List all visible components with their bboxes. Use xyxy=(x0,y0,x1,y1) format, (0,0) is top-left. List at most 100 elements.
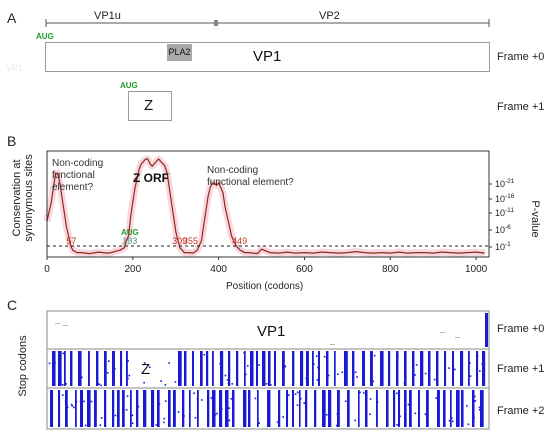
stop-codon-dot xyxy=(120,363,123,365)
stop-codon-dot xyxy=(313,363,315,365)
stop-codon-dot xyxy=(369,398,372,400)
stop-codon-dot xyxy=(210,397,213,399)
stop-codon-bar xyxy=(305,390,308,427)
frame1-stop-marks xyxy=(48,351,486,387)
stop-codon-bar xyxy=(468,351,470,386)
stop-codon-dot xyxy=(313,424,316,427)
stop-codon-bar xyxy=(75,390,77,427)
frame0-trace xyxy=(440,332,445,333)
stop-codon-dot xyxy=(90,400,93,403)
stop-codon-bar xyxy=(300,351,304,386)
stop-codon-dot xyxy=(71,405,74,407)
stop-codon-bar xyxy=(450,390,452,427)
stop-codon-dot xyxy=(84,424,87,427)
stop-codon-dot xyxy=(362,392,365,394)
pvalue-tick-label: 10-6 xyxy=(495,224,511,235)
stop-codon-dot xyxy=(269,384,272,386)
stop-codon-dot xyxy=(300,353,303,355)
stop-codon-bar xyxy=(404,351,407,386)
x-tick-label: 800 xyxy=(382,264,399,275)
stop-codon-bar xyxy=(189,390,191,427)
stop-codon-dot xyxy=(466,405,468,407)
stop-codon-dot xyxy=(131,422,134,425)
stop-codon-bar xyxy=(428,351,431,386)
stop-codon-dot xyxy=(214,413,217,416)
stop-codon-bar xyxy=(376,390,378,427)
x-tick-label: 1000 xyxy=(465,264,488,275)
stop-codon-dot xyxy=(424,372,427,375)
stop-codon-dot xyxy=(243,352,245,354)
stop-codon-bar xyxy=(444,351,447,386)
stop-codon-dot xyxy=(203,353,206,356)
stop-codon-dot xyxy=(478,406,481,409)
stop-codon-bar xyxy=(472,390,475,427)
x-tick-label: 400 xyxy=(210,264,227,275)
stop-codon-dot xyxy=(70,403,73,406)
stop-codon-bar xyxy=(207,390,210,427)
stop-codon-bar xyxy=(443,390,446,427)
annotation-noncoding-left: Non-coding functional element? xyxy=(52,158,104,193)
stop-codon-bar xyxy=(322,390,326,427)
pvalue-tick-group: 10-21 10-16 10-11 10-6 10-1 xyxy=(489,178,515,252)
stop-codon-dot xyxy=(258,364,260,366)
stop-codon-dot xyxy=(474,400,477,402)
stop-codon-bar xyxy=(460,351,464,386)
codon-marker-label: 355 xyxy=(183,236,198,246)
stop-codon-dot xyxy=(420,359,422,361)
frame0-stop-marks xyxy=(55,313,488,347)
stop-codon-dot xyxy=(443,399,446,402)
z-orf-box xyxy=(128,91,172,121)
stop-codon-dot xyxy=(100,417,103,419)
stop-codon-dot xyxy=(194,416,197,419)
stop-codon-bar xyxy=(282,351,285,386)
segment-label-vp2: VP2 xyxy=(317,10,342,22)
stop-codon-bar xyxy=(362,351,365,386)
stop-codon-bar xyxy=(182,390,185,427)
stop-codon-bar xyxy=(393,390,396,427)
stop-codon-dot xyxy=(65,383,67,385)
stop-codon-bar xyxy=(328,390,332,427)
stop-codon-dot xyxy=(435,397,438,399)
stop-codon-dot xyxy=(244,407,247,410)
vp1-aug-label: AUG xyxy=(36,32,54,41)
stop-codon-dot xyxy=(143,362,146,364)
stop-codon-dot xyxy=(224,374,227,377)
stop-codon-dot xyxy=(478,408,481,411)
stop-codon-dot xyxy=(372,380,375,383)
stop-codon-bar xyxy=(318,351,320,386)
stop-codon-bar xyxy=(219,390,223,427)
stop-codon-dot xyxy=(168,362,171,364)
stop-codon-dot xyxy=(128,374,131,377)
stop-codon-dot xyxy=(158,402,161,405)
x-axis-label: Position (codons) xyxy=(226,281,304,292)
stop-codon-dot xyxy=(258,422,260,424)
stop-codon-bar xyxy=(461,390,464,427)
stop-codon-dot xyxy=(359,391,361,394)
stop-codon-dot xyxy=(107,360,110,362)
stop-codon-bar xyxy=(314,390,317,427)
z-orf-label: Z xyxy=(144,97,154,114)
stop-codon-bar xyxy=(58,351,62,386)
stop-codon-dot xyxy=(164,400,167,402)
stop-codon-dot xyxy=(81,376,83,379)
stop-codon-dot xyxy=(337,373,339,375)
stop-codon-bar xyxy=(312,351,314,386)
stop-codon-dot xyxy=(263,380,266,382)
stop-codon-dot xyxy=(322,399,325,402)
stop-codon-bar xyxy=(436,351,439,386)
stop-codon-dot xyxy=(448,367,450,369)
stop-codon-dot xyxy=(415,364,418,366)
stop-codon-dot xyxy=(417,412,420,415)
stop-codon-dot xyxy=(473,416,475,419)
stop-codon-dot xyxy=(66,404,68,407)
stop-codon-dot xyxy=(149,366,151,369)
pvalue-tick-label: 10-1 xyxy=(495,241,511,252)
stop-codon-dot xyxy=(296,404,299,406)
stop-codon-bar xyxy=(200,351,203,386)
stop-codon-dot xyxy=(78,380,81,382)
stop-codon-dot xyxy=(369,413,371,416)
stop-codon-dot xyxy=(354,419,357,422)
stop-codon-dot xyxy=(341,371,344,374)
stop-codon-bar xyxy=(426,390,429,427)
